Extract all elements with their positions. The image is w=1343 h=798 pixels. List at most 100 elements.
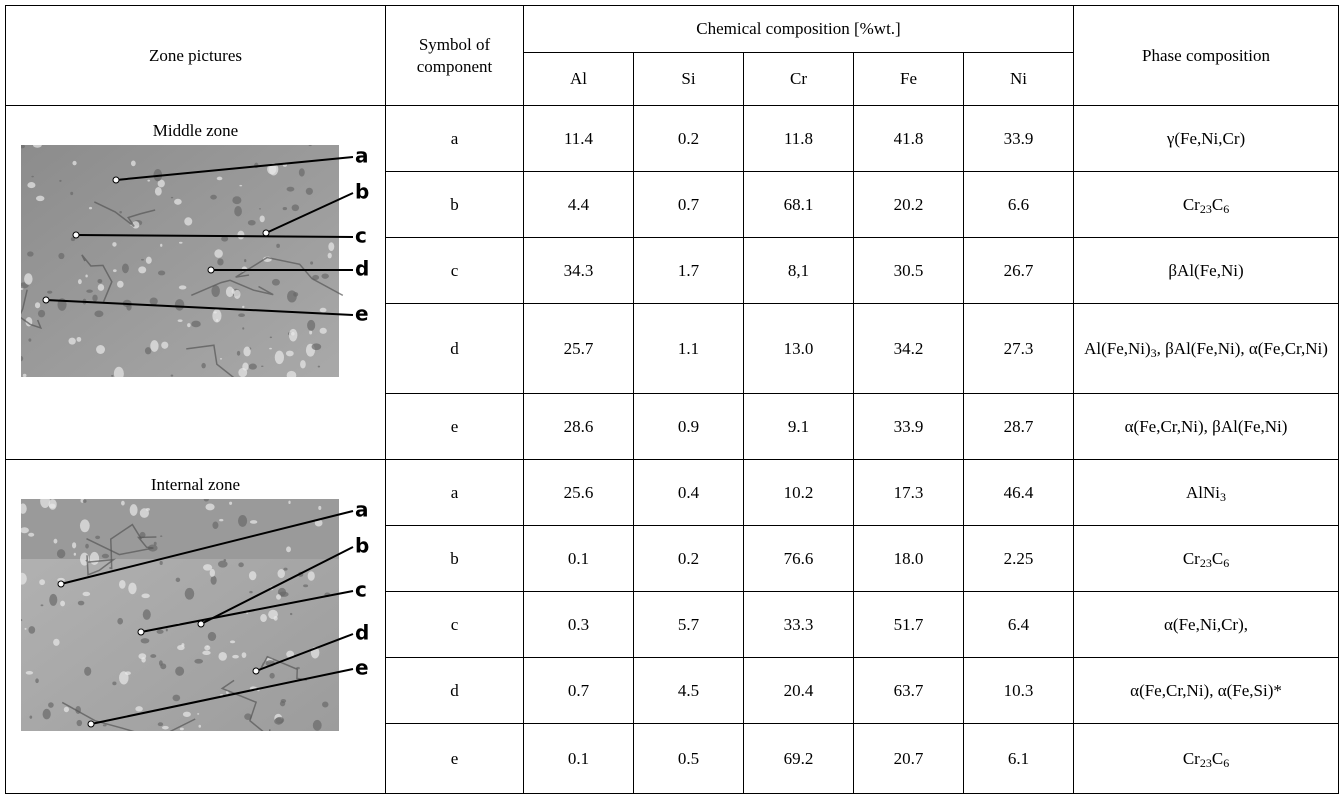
texture — [229, 641, 234, 644]
table-row: Middle zoneabcdea11.40.211.841.833.9γ(Fe… — [6, 106, 1339, 172]
texture — [184, 217, 192, 225]
texture — [187, 323, 190, 327]
texture — [39, 579, 45, 585]
texture — [89, 552, 98, 565]
texture — [201, 363, 205, 368]
value-cell: 0.2 — [634, 526, 744, 592]
texture — [68, 338, 75, 345]
texture — [234, 206, 242, 216]
point — [208, 267, 214, 273]
texture — [28, 626, 35, 634]
texture — [35, 196, 43, 202]
symbol-cell: e — [386, 724, 524, 794]
texture — [229, 502, 232, 505]
texture — [249, 591, 252, 594]
texture — [77, 279, 81, 284]
phase-cell: Cr23C6 — [1074, 526, 1339, 592]
texture — [182, 712, 190, 717]
texture — [317, 366, 319, 368]
value-cell: 33.9 — [854, 394, 964, 460]
texture — [318, 506, 321, 510]
micrograph: abcde — [21, 499, 371, 731]
phase-cell: γ(Fe,Ni,Cr) — [1074, 106, 1339, 172]
texture — [96, 345, 105, 354]
texture — [310, 262, 313, 265]
texture — [216, 177, 222, 181]
texture — [85, 544, 89, 549]
phase-text: Cr — [1183, 749, 1200, 768]
header-cell: Phase composition — [1074, 6, 1339, 106]
point — [263, 230, 269, 236]
value-cell: 9.1 — [744, 394, 854, 460]
value-cell: 41.8 — [854, 106, 964, 172]
symbol-cell: e — [386, 394, 524, 460]
phase-text: AlNi — [1186, 483, 1220, 502]
texture — [238, 368, 247, 377]
value-cell: 76.6 — [744, 526, 854, 592]
header-cell: Cr — [744, 53, 854, 106]
texture — [269, 673, 274, 679]
texture — [140, 638, 149, 643]
picture-label: d — [355, 257, 369, 281]
texture — [161, 726, 168, 730]
texture — [248, 571, 255, 580]
texture — [35, 679, 39, 684]
texture — [158, 661, 162, 667]
phase-text: C — [1212, 749, 1223, 768]
texture — [24, 628, 26, 630]
phase-cell: Al(Fe,Ni)3, βAl(Fe,Ni), α(Fe,Cr,Ni) — [1074, 304, 1339, 394]
value-cell: 27.3 — [964, 304, 1074, 394]
texture — [232, 655, 239, 659]
texture — [328, 243, 334, 252]
texture — [237, 231, 244, 240]
phase-subscript: 23 — [1200, 556, 1212, 570]
value-cell: 11.4 — [524, 106, 634, 172]
texture — [142, 610, 150, 621]
texture — [286, 187, 294, 192]
texture — [303, 585, 308, 588]
texture — [49, 504, 56, 509]
texture — [239, 185, 242, 187]
picture-label: c — [355, 578, 367, 602]
texture — [49, 594, 57, 606]
value-cell: 10.3 — [964, 658, 1074, 724]
phase-text: Al(Fe,Ni) — [1084, 339, 1151, 358]
texture — [82, 592, 90, 596]
header-cell: Chemical composition [%wt.] — [524, 6, 1074, 53]
value-cell: 51.7 — [854, 592, 964, 658]
texture — [160, 536, 162, 538]
value-cell: 11.8 — [744, 106, 854, 172]
picture-label: d — [355, 621, 369, 645]
texture — [241, 652, 246, 658]
value-cell: 0.7 — [634, 172, 744, 238]
phase-cell: α(Fe,Ni,Cr), — [1074, 592, 1339, 658]
texture — [141, 594, 149, 599]
texture — [121, 264, 128, 274]
value-cell: 6.1 — [964, 724, 1074, 794]
texture — [207, 632, 215, 641]
value-cell: 2.25 — [964, 526, 1074, 592]
texture — [48, 703, 54, 709]
value-cell: 18.0 — [854, 526, 964, 592]
texture — [153, 542, 156, 546]
point — [253, 668, 259, 674]
texture — [165, 629, 167, 632]
phase-cell: α(Fe,Cr,Ni), βAl(Fe,Ni) — [1074, 394, 1339, 460]
texture — [259, 216, 264, 223]
texture — [231, 289, 234, 294]
value-cell: 0.1 — [524, 526, 634, 592]
header-cell: Al — [524, 53, 634, 106]
texture — [300, 360, 306, 368]
texture — [174, 299, 184, 310]
texture — [175, 578, 180, 583]
texture — [141, 259, 144, 261]
texture — [86, 290, 93, 293]
texture — [42, 709, 50, 720]
texture — [178, 242, 182, 244]
value-cell: 1.1 — [634, 304, 744, 394]
texture — [249, 520, 256, 524]
value-cell: 20.4 — [744, 658, 854, 724]
picture-label: a — [355, 499, 369, 522]
symbol-cell: a — [386, 106, 524, 172]
value-cell: 0.4 — [634, 460, 744, 526]
